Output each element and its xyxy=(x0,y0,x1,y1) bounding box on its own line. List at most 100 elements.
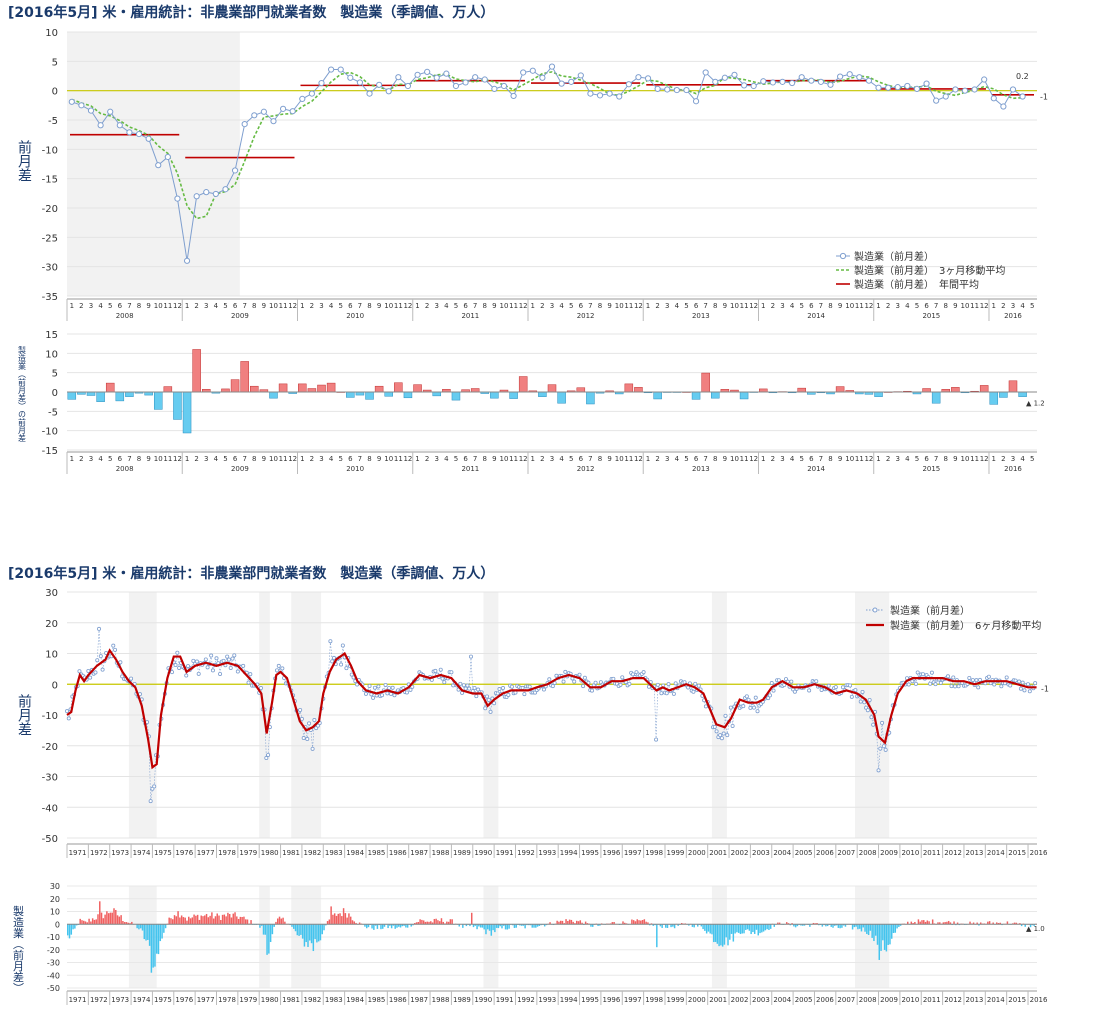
bar xyxy=(67,924,69,936)
y-tick-label: -50 xyxy=(42,834,58,845)
month-tick-label: 5 xyxy=(108,302,112,310)
data-point xyxy=(620,675,625,680)
year-tick-label: 1983 xyxy=(325,996,343,1004)
bar xyxy=(307,924,309,947)
bar xyxy=(67,391,77,400)
data-point xyxy=(307,721,312,726)
month-tick-label: 6 xyxy=(809,302,814,310)
data-point xyxy=(78,102,85,109)
legend-label: 製造業（前月差） xyxy=(890,604,970,617)
bar xyxy=(529,924,532,926)
year-tick-label: 2009 xyxy=(231,465,249,473)
bar xyxy=(748,924,751,931)
bar xyxy=(762,924,765,932)
bar xyxy=(825,924,827,927)
ma6-line xyxy=(66,648,1037,770)
month-tick-label: 2 xyxy=(771,302,775,310)
bar xyxy=(225,916,227,925)
bar xyxy=(937,922,939,925)
bar xyxy=(180,915,183,925)
bar xyxy=(547,384,557,393)
month-tick-label: 7 xyxy=(819,455,823,463)
bar xyxy=(275,921,277,925)
data-point xyxy=(289,108,296,115)
month-tick-label: 6 xyxy=(694,302,699,310)
data-point xyxy=(1022,688,1027,693)
month-tick-label: 11 xyxy=(740,302,749,310)
bar xyxy=(568,919,571,925)
bar xyxy=(953,921,955,925)
bar xyxy=(549,922,551,925)
bar xyxy=(816,923,818,925)
bar xyxy=(447,921,450,925)
bar xyxy=(100,912,103,925)
month-tick-label: 8 xyxy=(483,455,487,463)
bar xyxy=(321,924,323,935)
y-axis-title: 製造業（前月差） xyxy=(12,904,25,993)
data-point xyxy=(390,685,395,690)
data-point xyxy=(769,681,774,686)
data-point xyxy=(442,680,447,685)
data-point xyxy=(97,122,104,129)
data-point xyxy=(424,68,431,75)
data-point xyxy=(753,695,758,700)
bar xyxy=(131,921,133,925)
data-point xyxy=(251,112,258,119)
data-point xyxy=(611,676,616,681)
data-point xyxy=(971,86,978,93)
bar xyxy=(115,391,125,402)
bar xyxy=(410,924,412,927)
bar xyxy=(787,923,790,925)
data-point xyxy=(383,682,388,687)
data-point xyxy=(248,672,253,677)
data-point xyxy=(355,682,360,687)
bar xyxy=(83,920,85,925)
data-point xyxy=(769,79,776,86)
data-point xyxy=(174,195,181,202)
bar xyxy=(887,924,889,945)
bottom-chart-title: [2016年5月] 米・雇用統計：非農業部門就業者数 製造業（季調値、万人） xyxy=(8,566,495,582)
data-point xyxy=(949,684,954,689)
month-tick-label: 7 xyxy=(703,455,707,463)
y-tick-label: 10 xyxy=(45,650,58,661)
data-point xyxy=(214,656,219,661)
bar xyxy=(192,349,201,393)
bar xyxy=(659,924,662,927)
bar xyxy=(711,391,720,399)
bar xyxy=(239,916,242,925)
data-point xyxy=(107,108,114,115)
month-tick-label: 2 xyxy=(79,302,83,310)
data-point xyxy=(933,682,938,687)
bar xyxy=(752,924,754,933)
data-point xyxy=(951,675,956,680)
data-point xyxy=(339,662,344,667)
bar xyxy=(417,921,420,925)
year-tick-label: 2014 xyxy=(987,996,1005,1004)
bar xyxy=(330,906,332,925)
bar xyxy=(230,379,240,393)
bar xyxy=(342,908,345,925)
year-tick-label: 1974 xyxy=(133,849,151,857)
bar xyxy=(497,924,500,929)
data-point xyxy=(826,683,831,688)
y-tick-label: -5 xyxy=(48,407,58,418)
bar xyxy=(95,919,97,925)
month-tick-label: 1 xyxy=(185,455,189,463)
bar xyxy=(734,924,736,934)
year-tick-label: 1979 xyxy=(239,849,257,857)
month-tick-label: 1 xyxy=(300,302,304,310)
bar xyxy=(469,924,471,927)
month-tick-label: 11 xyxy=(394,302,403,310)
data-point xyxy=(760,78,767,85)
bar xyxy=(230,917,233,925)
data-point xyxy=(225,654,230,659)
bar xyxy=(572,921,574,925)
data-point xyxy=(618,682,623,687)
y-tick-label: 5 xyxy=(52,57,58,68)
bar xyxy=(405,924,407,928)
data-point xyxy=(933,97,940,104)
year-tick-label: 1994 xyxy=(560,849,578,857)
month-tick-label: 3 xyxy=(319,302,323,310)
bar xyxy=(376,924,379,929)
year-tick-label: 1977 xyxy=(197,996,215,1004)
